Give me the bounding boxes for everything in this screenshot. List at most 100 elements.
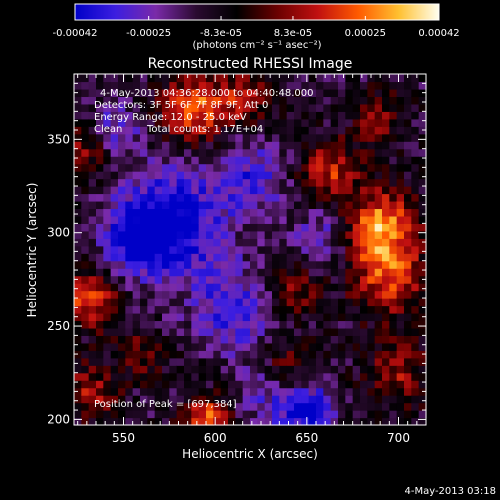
heatmap-cell — [352, 380, 361, 389]
heatmap-cell — [286, 171, 295, 180]
heatmap-cell — [286, 103, 295, 112]
heatmap-cell — [132, 387, 141, 396]
heatmap-cell — [345, 380, 354, 389]
heatmap-cell — [132, 81, 141, 90]
heatmap-cell — [330, 141, 339, 150]
heatmap-cell — [198, 245, 207, 254]
heatmap-cell — [191, 81, 200, 90]
heatmap-cell — [352, 350, 361, 359]
heatmap-cell — [272, 96, 280, 105]
heatmap-cell — [323, 163, 332, 172]
heatmap-cell — [118, 141, 126, 150]
heatmap-cell — [389, 275, 398, 284]
heatmap-cell — [206, 238, 214, 247]
heatmap-cell — [286, 223, 295, 232]
heatmap-cell — [396, 380, 405, 389]
heatmap-cell — [74, 402, 82, 411]
heatmap-cell — [235, 298, 244, 307]
heatmap-cell — [198, 417, 207, 426]
heatmap-cell — [162, 387, 170, 396]
heatmap-cell — [147, 245, 156, 254]
heatmap-cell — [330, 387, 339, 396]
heatmap-cell — [418, 417, 427, 426]
heatmap-cell — [169, 103, 178, 112]
heatmap-cell — [250, 395, 258, 404]
heatmap-cell — [235, 118, 244, 127]
heatmap-cell — [88, 74, 97, 83]
heatmap-cell — [316, 245, 324, 254]
heatmap-cell — [301, 402, 310, 411]
heatmap-cell — [176, 387, 185, 396]
heatmap-cell — [176, 395, 185, 404]
heatmap-cell — [374, 96, 383, 105]
heatmap-cell — [264, 357, 273, 366]
heatmap-cell — [360, 111, 368, 120]
heatmap-cell — [250, 365, 258, 374]
heatmap-cell — [360, 103, 368, 112]
heatmap-cell — [132, 335, 141, 344]
heatmap-cell — [411, 215, 420, 224]
heatmap-cell — [286, 350, 295, 359]
heatmap-cell — [206, 178, 214, 187]
heatmap-cell — [374, 342, 383, 351]
heatmap-cell — [323, 357, 332, 366]
heatmap-cell — [162, 200, 170, 210]
heatmap-cell — [147, 342, 156, 351]
heatmap-cell — [74, 148, 82, 157]
heatmap-cell — [235, 372, 244, 381]
heatmap-cell — [147, 305, 156, 314]
heatmap-cell — [125, 253, 134, 262]
heatmap-cell — [308, 103, 317, 112]
heatmap-cell — [169, 275, 178, 284]
heatmap-cell — [125, 200, 134, 210]
heatmap-cell — [323, 290, 332, 299]
heatmap-cell — [389, 74, 398, 83]
heatmap-cell — [162, 163, 170, 172]
heatmap-cell — [279, 260, 288, 269]
heatmap-cell — [382, 171, 390, 180]
heatmap-cell — [272, 141, 280, 150]
heatmap-cell — [294, 410, 302, 419]
heatmap-cell — [220, 320, 229, 329]
heatmap-cell — [198, 230, 207, 239]
heatmap-cell — [191, 208, 200, 217]
heatmap-cell — [294, 402, 302, 411]
heatmap-cell — [140, 268, 148, 277]
heatmap-cell — [220, 372, 229, 381]
heatmap-cell — [162, 283, 170, 292]
heatmap-cell — [382, 133, 390, 142]
heatmap-cell — [345, 350, 354, 359]
heatmap-cell — [279, 410, 288, 419]
heatmap-cell — [411, 268, 420, 277]
heatmap-cell — [154, 365, 163, 374]
heatmap-cell — [88, 357, 97, 366]
heatmap-cell — [272, 320, 280, 329]
heatmap-cell — [367, 410, 376, 419]
heatmap-cell — [338, 268, 346, 277]
heatmap-cell — [198, 186, 207, 195]
heatmap-cell — [162, 103, 170, 112]
heatmap-cell — [154, 148, 163, 157]
heatmap-cell — [404, 126, 412, 135]
heatmap-cell — [396, 126, 405, 135]
heatmap-cell — [316, 275, 324, 284]
heatmap-cell — [279, 171, 288, 180]
heatmap-cell — [118, 305, 126, 314]
heatmap-cell — [396, 81, 405, 90]
heatmap-cell — [96, 260, 104, 269]
heatmap-cell — [286, 402, 295, 411]
heatmap-cell — [294, 178, 302, 187]
heatmap-cell — [330, 365, 339, 374]
heatmap-cell — [110, 342, 119, 351]
heatmap-cell — [147, 357, 156, 366]
heatmap-cell — [272, 186, 280, 195]
heatmap-cell — [74, 215, 82, 224]
heatmap-cell — [184, 96, 192, 105]
heatmap-cell — [198, 342, 207, 351]
heatmap-cell — [396, 148, 405, 157]
heatmap-cell — [382, 335, 390, 344]
heatmap-cell — [338, 245, 346, 254]
heatmap-cell — [235, 365, 244, 374]
heatmap-cell — [330, 290, 339, 299]
heatmap-cell — [125, 103, 134, 112]
